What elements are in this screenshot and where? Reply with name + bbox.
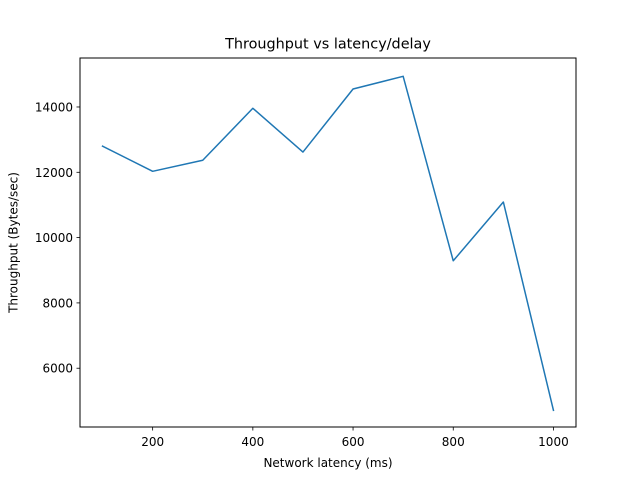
y-tick-label: 8000 [42,296,73,310]
x-tick-label: 600 [342,435,365,449]
x-axis-label: Network latency (ms) [263,456,392,470]
x-tick-label: 200 [141,435,164,449]
y-tick-label: 6000 [42,362,73,376]
x-tick-label: 400 [241,435,264,449]
x-tick-label: 1000 [538,435,569,449]
y-tick-label: 12000 [35,166,73,180]
y-axis-label: Throughput (Bytes/sec) [7,172,21,314]
y-tick-label: 14000 [35,100,73,114]
y-tick-label: 10000 [35,231,73,245]
chart-title: Throughput vs latency/delay [224,37,431,53]
x-tick-label: 800 [442,435,465,449]
